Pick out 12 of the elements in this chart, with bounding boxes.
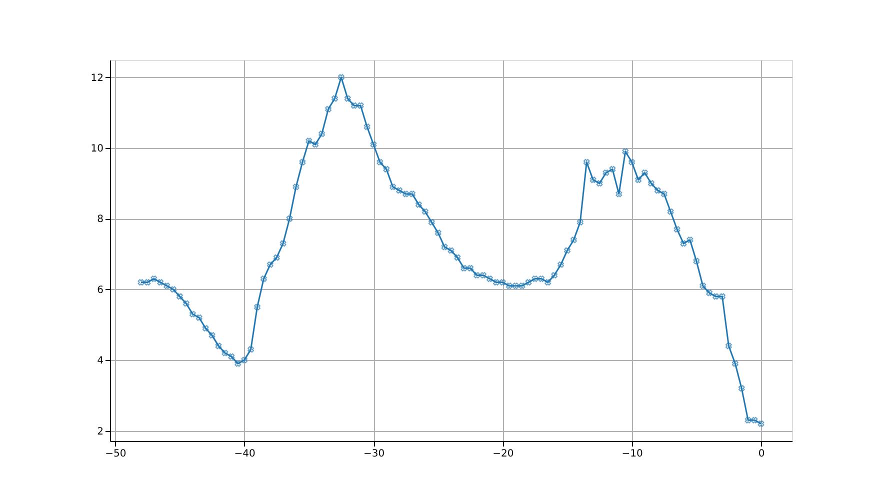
y-tick-label: 12 — [90, 72, 104, 84]
y-tick-label: 2 — [97, 426, 104, 438]
x-tick-label: −50 — [105, 448, 126, 460]
x-tick-label: −20 — [492, 448, 514, 460]
y-tick-label: 6 — [97, 284, 104, 296]
x-tick-label: 0 — [758, 448, 765, 460]
x-tick-label: −40 — [234, 448, 256, 460]
y-tick-label: 10 — [90, 144, 104, 155]
x-tick-label: −10 — [622, 448, 643, 460]
y-tick-label: 4 — [97, 356, 104, 367]
y-tick-label: 8 — [97, 214, 104, 226]
x-tick-label: −30 — [363, 448, 385, 460]
